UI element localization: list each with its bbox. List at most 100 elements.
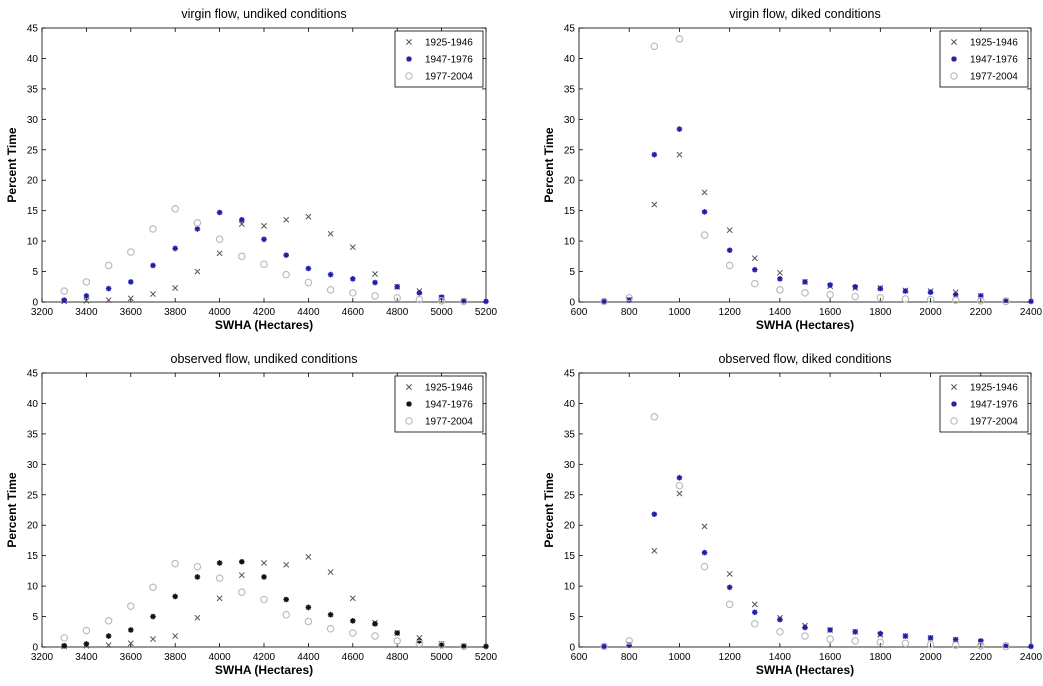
x-tick-label: 1800 [869, 652, 892, 663]
y-tick-label: 45 [564, 24, 576, 35]
data-point [701, 523, 708, 530]
x-tick-label: 5000 [430, 307, 453, 318]
data-point [437, 641, 446, 649]
x-tick-label: 1800 [869, 307, 892, 318]
x-axis-label: SWHA (Hectares) [215, 663, 313, 677]
data-point [927, 635, 934, 641]
data-point [926, 640, 935, 649]
data-point [483, 298, 489, 305]
data-point [372, 271, 378, 277]
y-tick-label: 15 [564, 551, 576, 562]
data-point [461, 642, 467, 649]
data-point [304, 278, 313, 287]
x-tick-label: 3400 [75, 307, 98, 318]
data-point [650, 42, 659, 51]
data-point [651, 151, 658, 158]
data-point [851, 292, 860, 301]
x-tick-label: 2000 [919, 652, 942, 663]
chart-virgin-diked: virgin flow, diked conditions 0 5 10 15 20 25 3… [522, 0, 1043, 343]
x-tick-label: 4400 [297, 652, 320, 663]
data-point [326, 286, 335, 294]
data-point [194, 574, 201, 580]
chart-title: observed flow, diked conditions [718, 352, 891, 366]
data-point [82, 626, 91, 635]
data-point [261, 222, 267, 229]
data-point [216, 560, 223, 566]
legend-label: 1947-1976 [970, 55, 1018, 66]
x-tick-label: 1600 [819, 307, 842, 318]
x-tick-label: 3800 [164, 307, 187, 318]
series-1947-1976 [61, 558, 489, 650]
data-point [238, 572, 245, 579]
x-tick-label: 2000 [919, 307, 942, 318]
data-point [82, 278, 91, 286]
data-point [415, 639, 424, 648]
data-point [372, 621, 378, 627]
data-point [750, 279, 759, 288]
x-tick-label: 4800 [386, 307, 409, 318]
data-point [260, 260, 268, 269]
data-point [194, 614, 201, 621]
data-point [801, 289, 809, 297]
legend-marker [406, 384, 412, 390]
data-point [726, 227, 733, 234]
series-1947-1976 [61, 209, 489, 305]
y-tick-label: 15 [27, 206, 39, 217]
data-point [305, 604, 312, 611]
x-tick-label: 2400 [1020, 307, 1043, 318]
y-tick-label: 40 [27, 399, 39, 410]
y-tick-label: 35 [564, 84, 576, 95]
data-point [238, 588, 246, 597]
data-point [171, 559, 180, 568]
data-point [149, 583, 157, 592]
data-point [802, 624, 808, 631]
data-point [327, 611, 334, 618]
data-point [901, 295, 910, 303]
x-tick-label: 1600 [819, 652, 842, 663]
y-tick-label: 35 [27, 429, 39, 440]
legend-label: 1925-1946 [425, 383, 473, 394]
data-point [372, 279, 378, 286]
y-tick-label: 40 [27, 54, 39, 65]
data-point [801, 632, 809, 640]
data-point [725, 261, 734, 270]
data-point [327, 230, 334, 237]
x-tick-label: 4000 [208, 307, 231, 318]
data-point [459, 642, 468, 651]
data-point [327, 271, 334, 278]
x-tick-label: 4000 [208, 652, 231, 663]
data-point [194, 268, 201, 275]
y-tick-label: 25 [27, 145, 39, 156]
data-point [827, 627, 833, 633]
data-point [371, 632, 379, 640]
y-tick-label: 35 [564, 429, 576, 440]
data-point [283, 561, 290, 568]
data-point [394, 630, 400, 636]
data-point [700, 562, 709, 571]
data-point [326, 624, 335, 633]
y-tick-label: 15 [27, 551, 39, 562]
data-point [393, 637, 402, 645]
x-tick-label: 800 [621, 307, 638, 318]
y-axis-label: Percent Time [542, 127, 556, 202]
data-point [348, 629, 357, 637]
y-axis-label: Percent Time [542, 472, 556, 547]
series-1977-2004 [600, 35, 1010, 306]
x-tick-label: 800 [621, 652, 638, 663]
legend-label: 1947-1976 [970, 400, 1018, 411]
data-point [951, 641, 960, 649]
data-point [394, 283, 400, 290]
data-point [349, 595, 356, 602]
legend-marker [405, 417, 413, 425]
data-point [1003, 642, 1009, 648]
chart-title: virgin flow, diked conditions [729, 7, 880, 21]
legend-marker [950, 417, 958, 425]
x-tick-label: 4400 [297, 307, 320, 318]
y-tick-label: 25 [564, 490, 576, 501]
data-point [171, 205, 180, 213]
data-point [600, 297, 608, 306]
data-point [826, 635, 834, 643]
x-tick-label: 3800 [164, 652, 187, 663]
x-tick-label: 600 [571, 652, 588, 663]
data-point [194, 226, 201, 232]
